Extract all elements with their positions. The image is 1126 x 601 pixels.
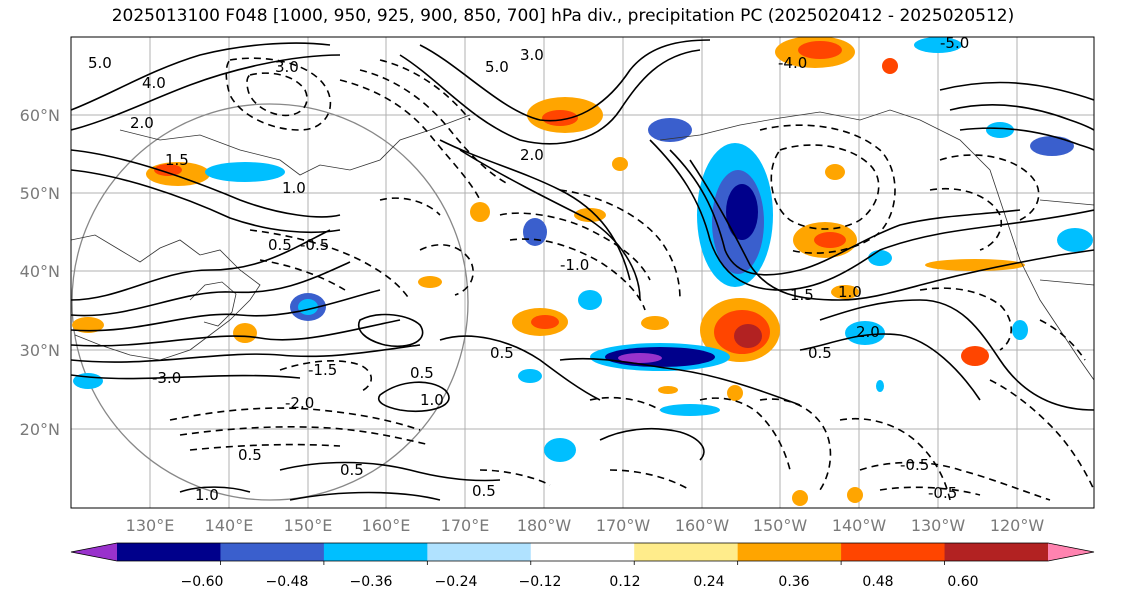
colorbar-tick-label: 0.36 bbox=[778, 574, 809, 590]
colorbar-swatch bbox=[220, 543, 325, 561]
colorbar-ticks: −0.60 −0.48 −0.36 −0.24 −0.12 0.12 0.24 … bbox=[181, 574, 979, 590]
contour-label: 1.5 bbox=[790, 286, 814, 304]
colorbar bbox=[70, 542, 1095, 565]
contour-label: 3.0 bbox=[520, 46, 544, 64]
colorbar-tick-label: −0.60 bbox=[181, 574, 224, 590]
colorbar-tick-label: −0.36 bbox=[350, 574, 393, 590]
contour-label: -0.5 bbox=[928, 484, 957, 502]
colorbar-swatch bbox=[117, 543, 221, 561]
contour-label: 0.5 bbox=[238, 446, 262, 464]
lon-tick-label: 140°W bbox=[832, 516, 887, 535]
lon-tick-label: 140°E bbox=[205, 516, 254, 535]
contour-label: 0.5 bbox=[268, 236, 292, 254]
map-frame bbox=[70, 36, 1095, 509]
contour-label: 0.5 bbox=[490, 344, 514, 362]
map-content: 5.0 4.0 3.0 2.0 1.5 1.0 0.5 -0.5 -1.0 -1… bbox=[71, 34, 1094, 508]
lat-ticks: 60°N 50°N 40°N 30°N 20°N bbox=[20, 106, 60, 439]
contour-label: 4.0 bbox=[142, 74, 166, 92]
colorbar-swatch bbox=[1048, 543, 1094, 561]
lon-tick-label: 150°E bbox=[284, 516, 333, 535]
contour-labels: 5.0 4.0 3.0 2.0 1.5 1.0 0.5 -0.5 -1.0 -1… bbox=[88, 34, 969, 504]
dashed-contours bbox=[169, 57, 1094, 501]
contour-label: 1.0 bbox=[420, 391, 444, 409]
contour-label: 0.5 bbox=[340, 461, 364, 479]
contour-label: 2.0 bbox=[520, 146, 544, 164]
lon-tick-label: 170°E bbox=[441, 516, 490, 535]
colorbar-tick-label: −0.24 bbox=[435, 574, 478, 590]
colorbar-tick-label: 0.24 bbox=[693, 574, 724, 590]
contour-label: -5.0 bbox=[940, 34, 969, 52]
contour-label: -3.0 bbox=[152, 369, 181, 387]
contour-label: -0.5 bbox=[300, 236, 329, 254]
colorbar-tick-label: 0.12 bbox=[609, 574, 640, 590]
colorbar-tick-label: −0.48 bbox=[266, 574, 309, 590]
lat-tick-label: 50°N bbox=[20, 184, 60, 203]
contour-label: -2.0 bbox=[285, 394, 314, 412]
colorbar-swatch bbox=[71, 543, 117, 561]
contour-label: 1.5 bbox=[165, 151, 189, 169]
lon-tick-label: 130°E bbox=[126, 516, 175, 535]
lon-tick-label: 180°W bbox=[517, 516, 572, 535]
region-circle bbox=[71, 103, 469, 501]
contour-label: 1.0 bbox=[195, 486, 219, 504]
colorbar-swatch bbox=[323, 543, 428, 561]
contour-label: 1.0 bbox=[282, 179, 306, 197]
contour-label: 2.0 bbox=[856, 323, 880, 341]
lat-tick-label: 40°N bbox=[20, 262, 60, 281]
contour-label: -1.0 bbox=[560, 256, 589, 274]
lon-tick-label: 130°W bbox=[911, 516, 966, 535]
contour-label: -4.0 bbox=[778, 54, 807, 72]
colorbar-swatch bbox=[634, 543, 739, 561]
colorbar-swatch bbox=[944, 543, 1049, 561]
map-title: 2025013100 F048 [1000, 950, 925, 900, 85… bbox=[111, 6, 1015, 26]
lon-tick-label: 170°W bbox=[596, 516, 651, 535]
contour-label: -0.5 bbox=[900, 456, 929, 474]
precip-shading bbox=[72, 37, 1093, 506]
colorbar-tick-label: 0.60 bbox=[947, 574, 978, 590]
lon-ticks: 130°E 140°E 150°E 160°E 170°E 180°W 170°… bbox=[126, 516, 1045, 535]
contour-label: 3.0 bbox=[275, 58, 299, 76]
contour-label: 1.0 bbox=[838, 283, 862, 301]
coastlines bbox=[71, 109, 1094, 381]
contour-label: 5.0 bbox=[485, 58, 509, 76]
contour-label: 0.5 bbox=[808, 344, 832, 362]
lat-tick-label: 30°N bbox=[20, 341, 60, 360]
colorbar-swatch bbox=[427, 543, 532, 561]
contour-label: 0.5 bbox=[472, 482, 496, 500]
lon-tick-label: 150°W bbox=[753, 516, 808, 535]
lat-tick-label: 60°N bbox=[20, 106, 60, 125]
lon-tick-label: 120°W bbox=[990, 516, 1045, 535]
colorbar-swatch bbox=[737, 543, 842, 561]
contour-label: 2.0 bbox=[130, 114, 154, 132]
colorbar-outline bbox=[70, 542, 1095, 562]
lon-tick-label: 160°W bbox=[675, 516, 730, 535]
contour-label: 0.5 bbox=[410, 364, 434, 382]
lon-tick-label: 160°E bbox=[362, 516, 411, 535]
contour-label: -1.5 bbox=[308, 361, 337, 379]
colorbar-swatch bbox=[530, 543, 635, 561]
contour-label: 5.0 bbox=[88, 54, 112, 72]
solid-contours bbox=[71, 39, 1094, 501]
lat-tick-label: 20°N bbox=[20, 420, 60, 439]
colorbar-swatch bbox=[841, 543, 946, 561]
colorbar-tick-label: 0.48 bbox=[862, 574, 893, 590]
colorbar-tick-label: −0.12 bbox=[519, 574, 562, 590]
